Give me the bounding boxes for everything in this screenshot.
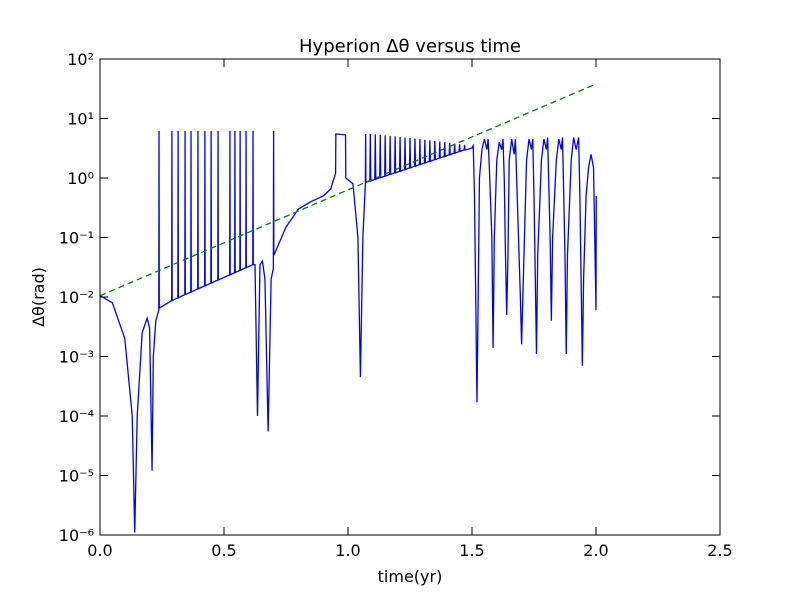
y-tick-label: 10¹ — [67, 110, 94, 129]
y-tick-label: 10⁻¹ — [59, 229, 94, 248]
y-tick-label: 10⁻⁶ — [59, 526, 94, 545]
x-tick-label: 2.0 — [583, 541, 608, 560]
y-tick-label: 10⁻⁴ — [59, 407, 94, 426]
y-axis-label: Δθ(rad) — [29, 267, 48, 327]
y-tick-label: 10⁰ — [67, 169, 94, 188]
y-tick-label: 10⁻⁵ — [59, 467, 94, 486]
x-tick-label: 0.0 — [87, 541, 112, 560]
y-tick-label: 10⁻² — [59, 288, 94, 307]
x-tick-label: 1.0 — [335, 541, 360, 560]
chart-title: Hyperion Δθ versus time — [299, 36, 521, 57]
x-tick-label: 2.5 — [707, 541, 732, 560]
y-tick-label: 10² — [67, 50, 94, 69]
data-line — [99, 130, 597, 533]
x-axis-label: time(yr) — [378, 567, 443, 586]
x-tick-label: 0.5 — [211, 541, 236, 560]
x-tick-label: 1.5 — [459, 541, 484, 560]
y-tick-label: 10⁻³ — [59, 348, 94, 367]
